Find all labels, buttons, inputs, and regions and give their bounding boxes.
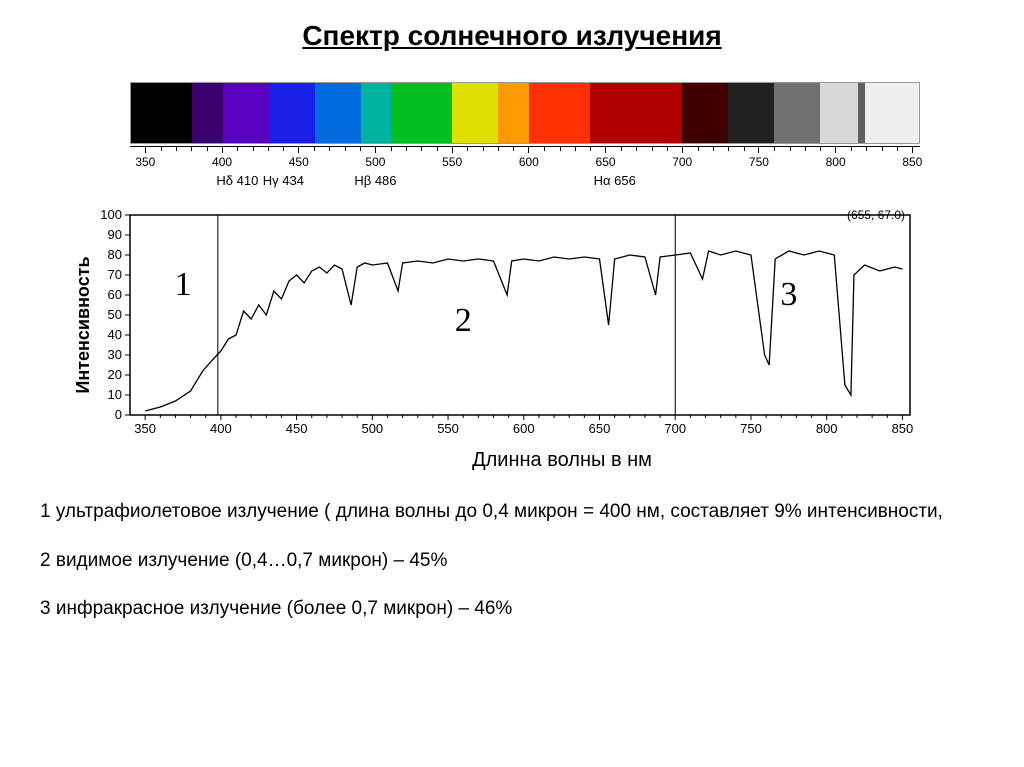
svg-text:1: 1: [175, 266, 192, 303]
svg-text:650: 650: [589, 421, 611, 436]
svg-text:10: 10: [108, 387, 122, 402]
body-line-3: 3 инфракрасное излучение (более 0,7 микр…: [40, 595, 984, 624]
hydrogen-line-label: Hβ 486: [354, 173, 396, 188]
spectrum-tick: 400: [212, 147, 232, 169]
svg-text:20: 20: [108, 367, 122, 382]
spectrum-hydrogen-lines: Hδ 410 Hγ 434 Hβ 486 Hα 656: [130, 173, 920, 193]
spectrum-segment: [361, 83, 392, 143]
page-title: Спектр солнечного излучения: [30, 20, 994, 52]
svg-text:80: 80: [108, 247, 122, 262]
svg-text:500: 500: [361, 421, 383, 436]
svg-text:40: 40: [108, 327, 122, 342]
spectrum-tick: 600: [519, 147, 539, 169]
svg-text:60: 60: [108, 287, 122, 302]
svg-text:750: 750: [740, 421, 762, 436]
body-line-1: 1 ультрафиолетовое излучение ( длина вол…: [40, 498, 984, 527]
spectrum-segment: [391, 83, 452, 143]
intensity-chart: 0 10 20 30 40 50 60 70 80 90 100 350 400 450 500 550 600…: [70, 205, 920, 445]
spectrum-tick: 500: [365, 147, 385, 169]
svg-text:90: 90: [108, 227, 122, 242]
spectrum-segment: [682, 83, 728, 143]
svg-text:800: 800: [816, 421, 838, 436]
svg-text:50: 50: [108, 307, 122, 322]
spectrum-segment: [269, 83, 315, 143]
spectrum-segment: [192, 83, 223, 143]
spectrum-segment: [774, 83, 820, 143]
body-line-2: 2 видимое излучение (0,4…0,7 микрон) – 4…: [40, 547, 984, 576]
spectrum-tick: 650: [596, 147, 616, 169]
spectrum-axis: 350 400 450 500 550 600 650 700 750 800 850: [130, 146, 920, 169]
spectrum-bar: [130, 82, 920, 144]
spectrum-segment: [452, 83, 498, 143]
spectrum-tick: 350: [135, 147, 155, 169]
spectrum-tick: 450: [289, 147, 309, 169]
intensity-figure: Интенсивность 0 10 20 30 40 50 60 70 80 90 100 350 4…: [70, 205, 920, 445]
svg-text:450: 450: [286, 421, 308, 436]
intensity-ylabel: Интенсивность: [73, 256, 94, 393]
hydrogen-line-label: Hδ 410: [216, 173, 258, 188]
spectrum-segment: [820, 83, 858, 143]
svg-text:70: 70: [108, 267, 122, 282]
spectrum-segment: [728, 83, 774, 143]
spectrum-tick: 750: [749, 147, 769, 169]
svg-text:2: 2: [455, 302, 472, 339]
spectrum-segment: [315, 83, 361, 143]
spectrum-segment: [131, 83, 192, 143]
svg-text:550: 550: [437, 421, 459, 436]
hydrogen-line-label: Hα 656: [594, 173, 636, 188]
svg-text:100: 100: [100, 207, 122, 222]
hydrogen-line-label: Hγ 434: [263, 173, 304, 188]
svg-text:700: 700: [664, 421, 686, 436]
spectrum-segment: [858, 83, 866, 143]
svg-text:0: 0: [115, 407, 122, 422]
svg-text:3: 3: [780, 276, 797, 313]
spectrum-segment: [529, 83, 590, 143]
spectrum-figure: 350 400 450 500 550 600 650 700 750 800 850 Hδ 410…: [130, 82, 920, 193]
spectrum-segment: [223, 83, 269, 143]
svg-text:850: 850: [892, 421, 914, 436]
svg-text:350: 350: [134, 421, 156, 436]
svg-text:(655, 67.0): (655, 67.0): [847, 208, 905, 222]
spectrum-tick: 700: [672, 147, 692, 169]
spectrum-segment: [590, 83, 682, 143]
spectrum-segment: [865, 83, 919, 143]
spectrum-tick: 800: [826, 147, 846, 169]
svg-text:400: 400: [210, 421, 232, 436]
svg-text:600: 600: [513, 421, 535, 436]
intensity-xlabel: Длинна волны в нм: [130, 449, 994, 472]
spectrum-segment: [498, 83, 529, 143]
body-text: 1 ультрафиолетовое излучение ( длина вол…: [40, 498, 984, 624]
spectrum-tick: 850: [902, 147, 922, 169]
svg-text:30: 30: [108, 347, 122, 362]
spectrum-tick: 550: [442, 147, 462, 169]
